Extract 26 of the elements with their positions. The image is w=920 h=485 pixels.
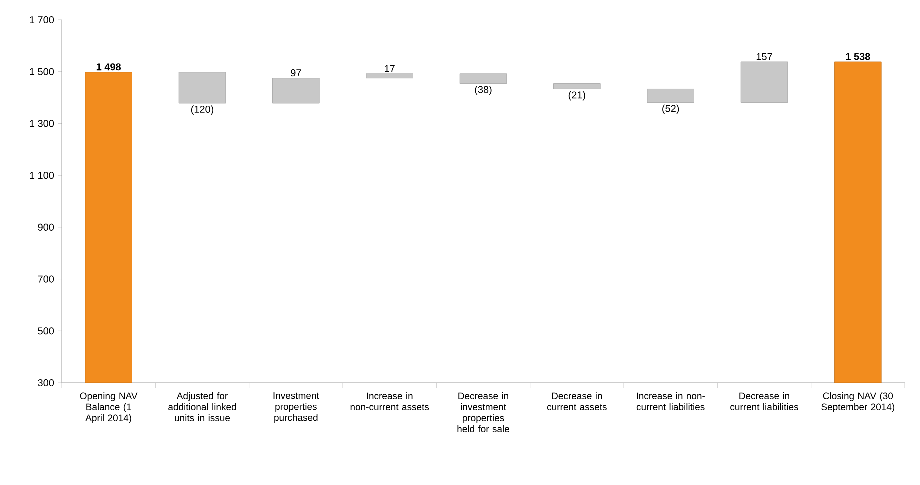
data-label: 1 538: [846, 53, 870, 60]
data-label: (21): [568, 91, 586, 101]
data-label: 97: [291, 70, 302, 77]
y-tick-label: 1 500: [30, 68, 54, 76]
x-tick-label: Increase in non-current liabilities: [636, 392, 705, 411]
x-tick-label: Opening NAV Balance (1 April 2014): [80, 392, 138, 424]
data-label: (52): [662, 104, 680, 114]
y-tick-label: 1 300: [30, 120, 54, 128]
y-tick-label: 1 700: [30, 16, 54, 24]
data-label: 1 498: [96, 64, 122, 71]
data-label: 17: [385, 65, 395, 72]
y-tick-label: 700: [38, 276, 54, 283]
data-label: (38): [475, 86, 492, 96]
x-tick-label: Increase in non-current assets: [350, 392, 430, 411]
x-tick-label: Adjusted for additional linked units in issue: [168, 392, 236, 422]
y-tick-label: 300: [38, 379, 54, 387]
data-label: (120): [191, 106, 214, 116]
x-tick-label: Decrease in investment properties held for sale: [458, 392, 510, 433]
y-tick-label: 900: [38, 224, 54, 231]
x-tick-label: Closing NAV (30 September 2014): [822, 392, 895, 412]
x-tick-label: Decrease in current assets: [547, 392, 607, 411]
x-tick-label: Investment properties purchased: [274, 392, 320, 424]
data-label: 157: [756, 53, 772, 60]
y-tick-label: 500: [38, 328, 54, 335]
y-tick-label: 1 100: [30, 172, 54, 180]
x-tick-label: Decrease in current liabilities: [730, 392, 798, 411]
